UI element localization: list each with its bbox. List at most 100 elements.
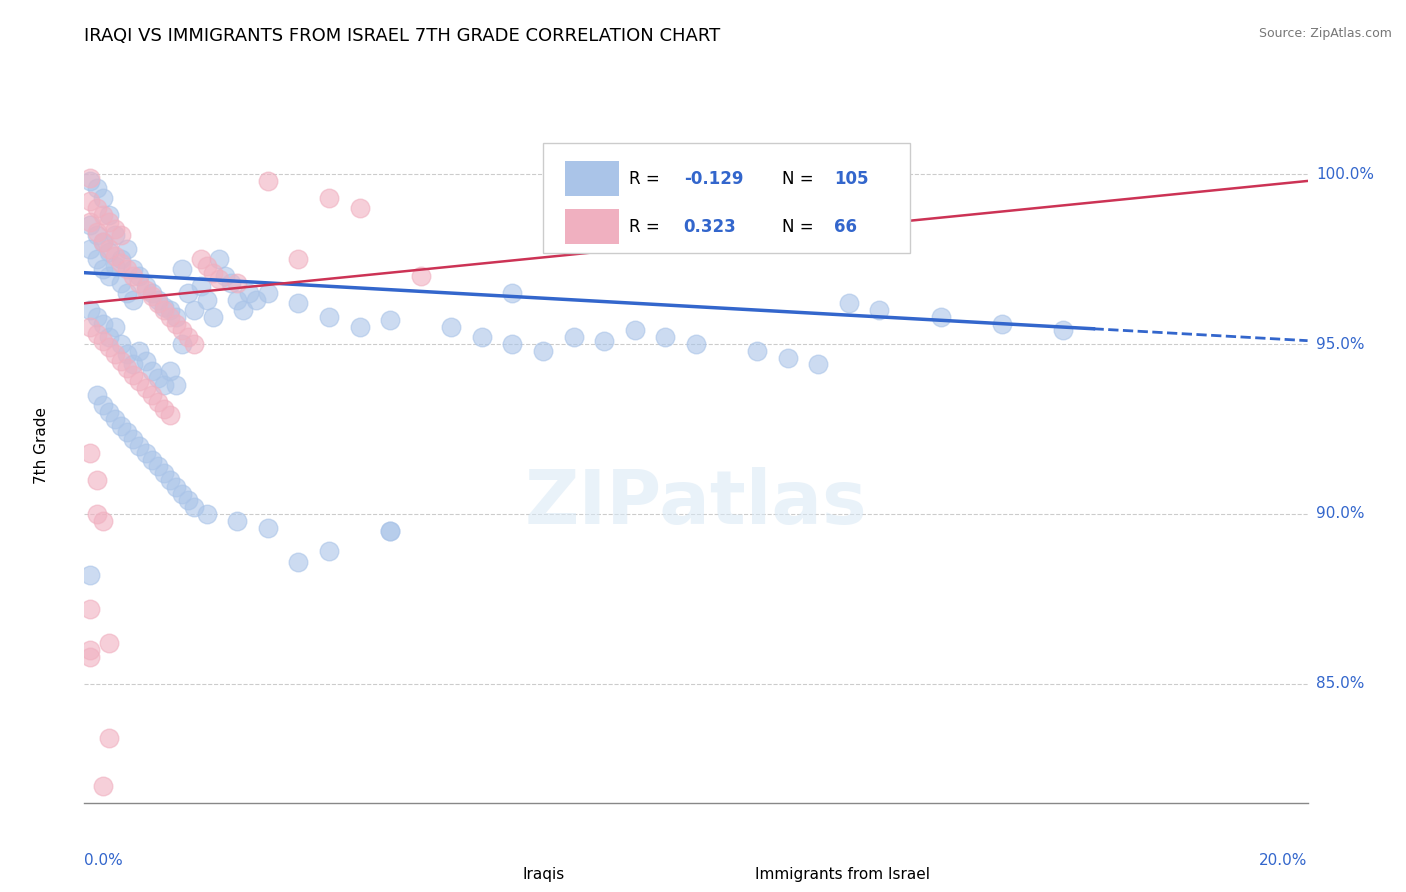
- Point: [104, 347, 127, 361]
- Point: [91, 235, 114, 249]
- Point: [110, 255, 132, 269]
- Point: [86, 201, 108, 215]
- Point: [685, 337, 707, 351]
- Text: Immigrants from Israel: Immigrants from Israel: [755, 867, 929, 881]
- Point: [115, 360, 138, 375]
- Point: [79, 170, 101, 185]
- Point: [115, 286, 138, 301]
- Point: [122, 262, 145, 277]
- Point: [128, 276, 150, 290]
- Point: [287, 252, 309, 266]
- Point: [79, 218, 101, 232]
- Point: [183, 303, 205, 318]
- Point: [776, 351, 799, 365]
- Point: [172, 323, 194, 337]
- Point: [110, 252, 132, 266]
- Point: [135, 283, 157, 297]
- Point: [869, 303, 891, 318]
- Point: [79, 194, 101, 209]
- Text: Iraqis: Iraqis: [522, 867, 565, 881]
- Point: [86, 180, 108, 194]
- Point: [122, 368, 145, 382]
- Point: [86, 252, 108, 266]
- Point: [104, 221, 127, 235]
- Point: [1052, 323, 1074, 337]
- Text: N =: N =: [782, 169, 818, 187]
- Point: [122, 269, 145, 284]
- Point: [183, 500, 205, 515]
- Point: [91, 398, 114, 412]
- Point: [226, 514, 249, 528]
- Point: [195, 259, 218, 273]
- Point: [86, 473, 108, 487]
- Point: [238, 286, 260, 301]
- Point: [104, 320, 127, 334]
- Point: [257, 174, 280, 188]
- Point: [97, 215, 120, 229]
- Point: [380, 524, 402, 538]
- Point: [502, 337, 524, 351]
- Point: [153, 377, 176, 392]
- Point: [91, 317, 114, 331]
- Point: [122, 293, 145, 307]
- Point: [654, 330, 676, 344]
- Point: [159, 310, 181, 324]
- Point: [110, 276, 132, 290]
- Point: [838, 296, 860, 310]
- Point: [97, 341, 120, 355]
- Point: [141, 364, 163, 378]
- Point: [531, 343, 554, 358]
- Point: [177, 330, 200, 344]
- Point: [409, 269, 432, 284]
- Point: [172, 262, 194, 277]
- Point: [97, 405, 120, 419]
- Point: [91, 262, 114, 277]
- Point: [86, 388, 108, 402]
- Point: [165, 480, 187, 494]
- Point: [929, 310, 952, 324]
- Point: [172, 337, 194, 351]
- Point: [159, 473, 181, 487]
- Text: 7th Grade: 7th Grade: [34, 408, 49, 484]
- Point: [146, 293, 169, 307]
- Point: [115, 262, 138, 277]
- Point: [146, 394, 169, 409]
- Point: [97, 636, 120, 650]
- Text: 0.0%: 0.0%: [84, 853, 124, 868]
- Point: [79, 215, 101, 229]
- Text: ZIPatlas: ZIPatlas: [524, 467, 868, 540]
- Point: [257, 520, 280, 534]
- Point: [135, 354, 157, 368]
- Point: [128, 269, 150, 284]
- Point: [165, 377, 187, 392]
- Point: [135, 381, 157, 395]
- Text: 20.0%: 20.0%: [1260, 853, 1308, 868]
- Point: [110, 228, 132, 243]
- Point: [86, 507, 108, 521]
- Point: [208, 272, 231, 286]
- Point: [110, 418, 132, 433]
- Point: [79, 649, 101, 664]
- Point: [471, 330, 494, 344]
- Point: [91, 235, 114, 249]
- Point: [685, 191, 707, 205]
- Point: [172, 486, 194, 500]
- Point: [86, 228, 108, 243]
- Point: [349, 320, 371, 334]
- Point: [91, 208, 114, 222]
- Point: [190, 252, 212, 266]
- Point: [91, 334, 114, 348]
- Point: [159, 409, 181, 423]
- Point: [201, 310, 224, 324]
- Point: [110, 337, 132, 351]
- Point: [177, 286, 200, 301]
- Point: [104, 228, 127, 243]
- Point: [115, 425, 138, 440]
- Point: [141, 286, 163, 301]
- Point: [562, 330, 585, 344]
- Point: [349, 201, 371, 215]
- Point: [177, 493, 200, 508]
- Text: R =: R =: [628, 218, 665, 235]
- Point: [128, 343, 150, 358]
- Point: [153, 466, 176, 480]
